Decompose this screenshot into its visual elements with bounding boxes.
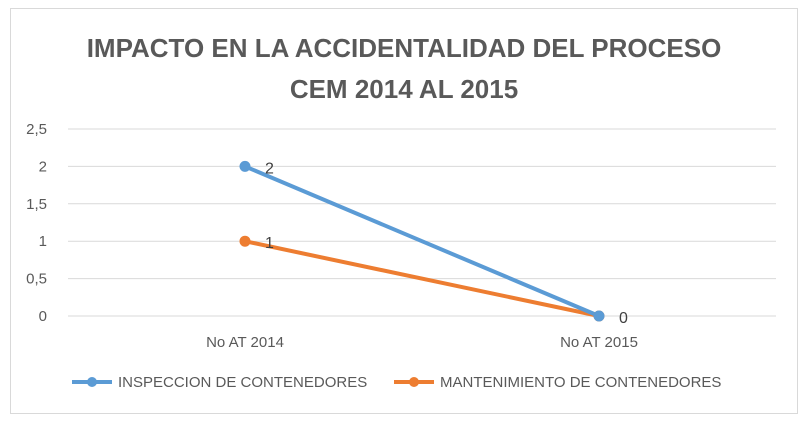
y-tick-label-1: 0,5 bbox=[26, 271, 47, 288]
legend-marker-0 bbox=[87, 377, 97, 387]
x-tick-label-1: No AT 2015 bbox=[560, 334, 638, 351]
x-tick-label-0: No AT 2014 bbox=[206, 334, 284, 351]
y-axis-ticks: 0 0,5 1 1,5 2 2,5 bbox=[26, 121, 47, 325]
data-label-0-1: 0 bbox=[619, 310, 628, 327]
data-point-0-0 bbox=[239, 160, 251, 172]
legend-label-1: MANTENIMIENTO DE CONTENEDORES bbox=[440, 374, 721, 391]
chart-frame bbox=[10, 8, 798, 414]
y-tick-label-3: 1,5 bbox=[26, 196, 47, 213]
y-tick-label-2: 1 bbox=[39, 233, 47, 250]
series-line-0 bbox=[243, 164, 601, 318]
chart-title-line-1: IMPACTO EN LA ACCIDENTALIDAD DEL PROCESO bbox=[87, 33, 722, 63]
chart-title-line-2: CEM 2014 AL 2015 bbox=[290, 74, 518, 104]
data-point-1-0 bbox=[239, 235, 251, 247]
data-point-0-1 bbox=[593, 310, 605, 322]
x-axis-ticks: No AT 2014 No AT 2015 bbox=[206, 334, 638, 351]
y-tick-label-5: 2,5 bbox=[26, 121, 47, 138]
legend-label-0: INSPECCION DE CONTENEDORES bbox=[118, 374, 367, 391]
gridlines bbox=[68, 128, 776, 317]
legend: INSPECCION DE CONTENEDORES MANTENIMIENTO … bbox=[72, 374, 721, 391]
y-tick-label-0: 0 bbox=[39, 308, 47, 325]
data-label-1-0: 1 bbox=[265, 235, 274, 252]
series-group: 2 0 1 bbox=[239, 160, 628, 327]
y-tick-label-4: 2 bbox=[39, 158, 47, 175]
legend-marker-1 bbox=[409, 377, 419, 387]
series-line-1 bbox=[243, 239, 601, 318]
data-label-0-0: 2 bbox=[265, 160, 274, 177]
